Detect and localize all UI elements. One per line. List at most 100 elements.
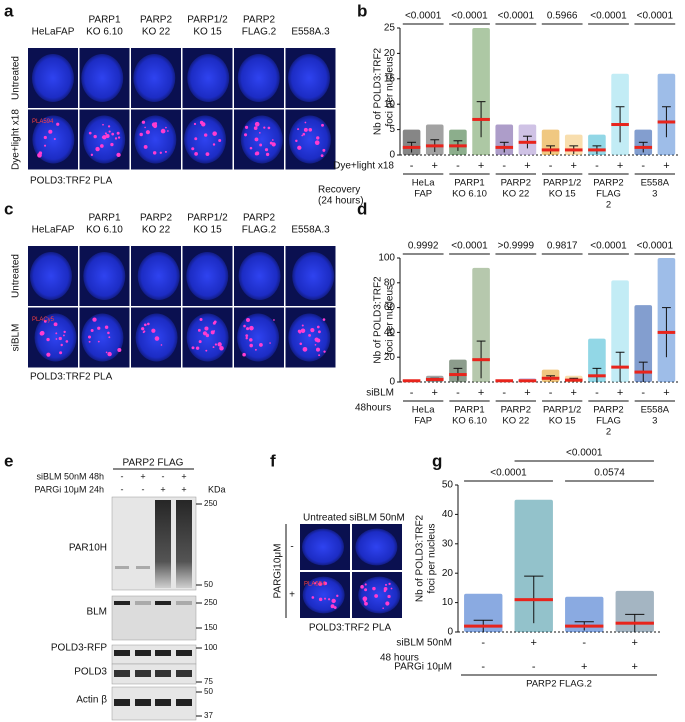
y-tick-label: 5 bbox=[389, 124, 395, 135]
sign: - bbox=[641, 387, 645, 399]
sign: - bbox=[595, 387, 599, 399]
blot-membrane bbox=[111, 663, 197, 685]
group-label: KO 6.10 bbox=[452, 189, 487, 200]
mean bbox=[564, 378, 583, 382]
y-tick-label: 0 bbox=[447, 627, 453, 638]
condition-label: PARGi 10μM bbox=[394, 662, 452, 673]
mean bbox=[541, 148, 560, 152]
marker-label: 250 bbox=[204, 598, 218, 607]
band bbox=[155, 650, 171, 656]
sign: - bbox=[456, 387, 460, 399]
sign: - bbox=[410, 387, 414, 399]
sign: + bbox=[581, 661, 587, 673]
pla-focus bbox=[143, 330, 146, 333]
column-header: KO 6.10 bbox=[86, 225, 123, 236]
group-label: 3 bbox=[652, 189, 657, 200]
pla-focus bbox=[383, 589, 387, 593]
mean bbox=[514, 598, 553, 602]
mean bbox=[588, 148, 606, 152]
pla-focus bbox=[116, 152, 121, 158]
group-label: HeLa bbox=[412, 405, 435, 416]
y-tick-label: 0 bbox=[389, 377, 395, 388]
pla-focus bbox=[246, 317, 251, 322]
pla-focus bbox=[194, 152, 198, 156]
pla-focus bbox=[264, 148, 269, 152]
mean bbox=[518, 379, 537, 383]
pla-focus bbox=[46, 337, 50, 342]
group-label: PARP2 bbox=[501, 178, 531, 189]
pla-focus bbox=[323, 350, 326, 353]
pla-focus bbox=[297, 128, 300, 131]
group-label: FAP bbox=[414, 189, 432, 200]
column-header: PARP1/2 bbox=[187, 15, 228, 26]
condition-note: 48 hours bbox=[380, 653, 419, 664]
pla-focus bbox=[145, 130, 150, 135]
sign: + bbox=[524, 387, 530, 399]
pla-focus bbox=[253, 126, 258, 130]
panel-label: g bbox=[432, 451, 442, 470]
column-header: PARP1 bbox=[88, 213, 120, 224]
pla-focus bbox=[374, 594, 379, 598]
nucleus bbox=[83, 252, 126, 300]
group-label: FAP bbox=[414, 416, 432, 427]
column-header: E558A.3 bbox=[291, 225, 330, 236]
pla-focus bbox=[258, 132, 261, 134]
sign: - bbox=[162, 471, 165, 481]
pla-focus bbox=[88, 131, 92, 135]
nucleus bbox=[81, 313, 124, 362]
group-label: KO 22 bbox=[502, 416, 529, 427]
group-label: HeLa bbox=[412, 178, 435, 189]
pla-focus bbox=[101, 136, 105, 139]
pla-focus bbox=[297, 145, 302, 150]
nucleus bbox=[237, 54, 280, 102]
pla-focus bbox=[298, 331, 302, 334]
sign: - bbox=[410, 160, 414, 172]
panel-label: e bbox=[4, 451, 13, 470]
marker-label: 100 bbox=[204, 643, 218, 652]
nucleus bbox=[358, 576, 401, 614]
pla-focus bbox=[314, 344, 317, 346]
pla-focus bbox=[108, 130, 111, 133]
band bbox=[155, 699, 171, 706]
pla-focus bbox=[390, 587, 393, 590]
sign: + bbox=[632, 661, 638, 673]
mean bbox=[564, 148, 583, 152]
y-tick-label: 10 bbox=[384, 99, 396, 110]
marker-label: 50 bbox=[204, 687, 213, 696]
sign: - bbox=[532, 661, 536, 673]
marker-label: 150 bbox=[204, 623, 218, 632]
sign: + bbox=[478, 387, 484, 399]
y-axis-label: foci per nucleus bbox=[385, 56, 396, 126]
mean bbox=[472, 358, 490, 362]
pla-focus bbox=[154, 336, 160, 341]
group-label: E558A bbox=[641, 178, 670, 189]
pla-focus bbox=[164, 150, 167, 153]
mean bbox=[495, 145, 514, 149]
column-header: HeLaFAP bbox=[32, 27, 75, 38]
p-value: <0.0001 bbox=[566, 448, 603, 459]
pla-focus bbox=[249, 343, 254, 348]
row-title: PARGi10μM bbox=[273, 543, 284, 598]
nucleus bbox=[237, 313, 280, 362]
pla-focus bbox=[43, 135, 47, 140]
pla-focus bbox=[154, 122, 158, 126]
band bbox=[176, 601, 192, 605]
pla-focus bbox=[141, 327, 145, 331]
blot-label: POLD3-RFP bbox=[51, 643, 107, 654]
pla-focus bbox=[144, 126, 146, 129]
pla-focus bbox=[46, 352, 51, 357]
mean bbox=[402, 379, 421, 383]
sign: + bbox=[663, 387, 669, 399]
y-tick-label: 0 bbox=[389, 150, 395, 161]
nucleus bbox=[292, 252, 335, 300]
pla-focus bbox=[316, 136, 320, 140]
row-label: Untreated bbox=[11, 56, 22, 100]
caption: POLD3:TRF2 PLA bbox=[30, 176, 113, 187]
caption: POLD3:TRF2 PLA bbox=[309, 623, 392, 634]
band bbox=[136, 566, 150, 569]
pla-focus bbox=[165, 126, 167, 129]
column-header: KO 15 bbox=[193, 27, 222, 38]
pla-focus bbox=[265, 152, 270, 157]
condition-label: PARGi 10μM 24h bbox=[34, 484, 104, 494]
